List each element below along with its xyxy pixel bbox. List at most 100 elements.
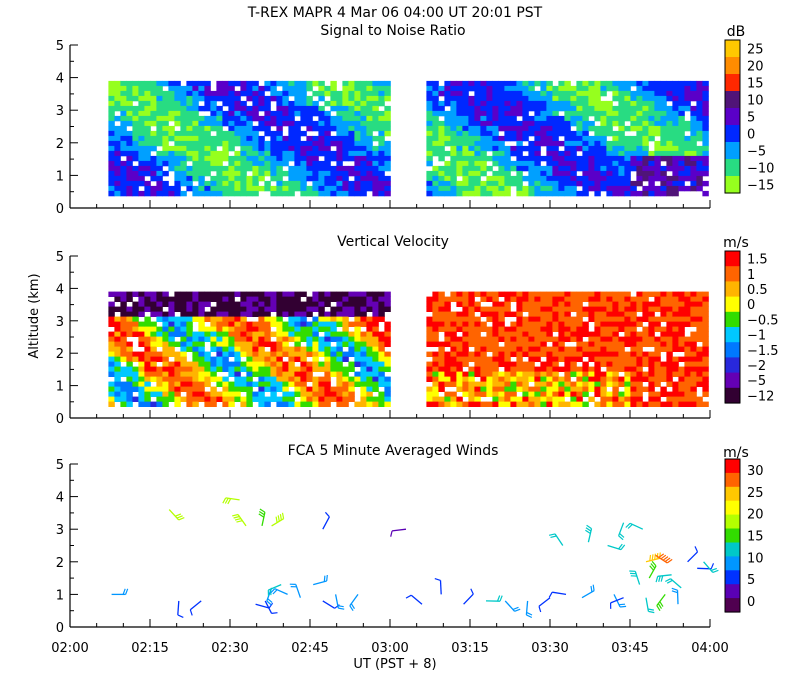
- heatmap-cell: [144, 185, 151, 192]
- heatmap-cell: [462, 356, 469, 362]
- heatmap-cell: [336, 175, 343, 182]
- heatmap-cell: [546, 95, 553, 102]
- heatmap-cell: [228, 190, 235, 197]
- heatmap-cell: [324, 321, 331, 327]
- heatmap-cell: [438, 301, 445, 307]
- heatmap-cell: [360, 381, 367, 387]
- heatmap-cell: [276, 115, 283, 122]
- heatmap-cell: [468, 130, 475, 137]
- colorbar-swatch: [725, 542, 740, 557]
- heatmap-cell: [678, 291, 685, 297]
- heatmap-cell: [462, 301, 469, 307]
- heatmap-cell: [306, 155, 313, 162]
- y-tick-label: 0: [56, 202, 64, 217]
- heatmap-cell: [270, 361, 277, 367]
- heatmap-cell: [288, 145, 295, 152]
- wind-barb: [222, 497, 240, 505]
- heatmap-cell: [282, 366, 289, 372]
- heatmap-cell: [138, 175, 145, 182]
- heatmap-cell: [528, 190, 535, 197]
- colorbar-swatch: [725, 570, 740, 585]
- heatmap-cell: [552, 306, 559, 312]
- heatmap-cell: [108, 321, 115, 327]
- heatmap-cell: [156, 130, 163, 137]
- heatmap-cell: [444, 190, 451, 197]
- heatmap-cell: [564, 125, 571, 132]
- heatmap-cell: [174, 356, 181, 362]
- heatmap-cell: [426, 150, 433, 157]
- heatmap-cell: [636, 100, 643, 107]
- heatmap-cell: [690, 105, 697, 112]
- heatmap-cell: [336, 296, 343, 302]
- heatmap-cell: [468, 296, 475, 302]
- heatmap-cell: [282, 386, 289, 392]
- heatmap-cell: [558, 321, 565, 327]
- heatmap-cell: [456, 185, 463, 192]
- heatmap-cell: [630, 371, 637, 377]
- heatmap-cell: [480, 135, 487, 142]
- heatmap-cell: [570, 356, 577, 362]
- heatmap-cell: [234, 165, 241, 172]
- heatmap-cell: [138, 95, 145, 102]
- heatmap-cell: [516, 165, 523, 172]
- heatmap-cell: [576, 100, 583, 107]
- heatmap-cell: [600, 386, 607, 392]
- heatmap-cell: [354, 361, 361, 367]
- heatmap-cell: [216, 190, 223, 197]
- heatmap-cell: [576, 356, 583, 362]
- heatmap-cell: [678, 135, 685, 142]
- heatmap-cell: [294, 125, 301, 132]
- heatmap-cell: [162, 341, 169, 347]
- heatmap-cell: [168, 376, 175, 382]
- heatmap-cell: [276, 120, 283, 127]
- heatmap-cell: [648, 336, 655, 342]
- heatmap-cell: [204, 185, 211, 192]
- heatmap-cell: [660, 331, 667, 337]
- heatmap-cell: [312, 386, 319, 392]
- heatmap-cell: [696, 361, 703, 367]
- heatmap-cell: [702, 301, 709, 307]
- heatmap-cell: [144, 155, 151, 162]
- heatmap-cell: [552, 386, 559, 392]
- heatmap-cell: [516, 135, 523, 142]
- heatmap-cell: [468, 401, 475, 407]
- heatmap-cell: [576, 341, 583, 347]
- heatmap-cell: [126, 326, 133, 332]
- heatmap-cell: [558, 396, 565, 402]
- heatmap-cell: [438, 110, 445, 117]
- heatmap-cell: [624, 306, 631, 312]
- heatmap-cell: [264, 85, 271, 92]
- heatmap-cell: [192, 306, 199, 312]
- heatmap-cell: [576, 336, 583, 342]
- heatmap-cell: [600, 326, 607, 332]
- wind-barb: [434, 578, 442, 595]
- heatmap-cell: [324, 316, 331, 322]
- heatmap-cell: [276, 100, 283, 107]
- heatmap-cell: [690, 311, 697, 317]
- heatmap-cell: [684, 95, 691, 102]
- heatmap-cell: [636, 175, 643, 182]
- heatmap-cell: [552, 130, 559, 137]
- colorbar-label: 0: [747, 298, 755, 313]
- heatmap-cell: [474, 336, 481, 342]
- heatmap-cell: [372, 341, 379, 347]
- heatmap-cell: [324, 130, 331, 137]
- heatmap-cell: [144, 180, 151, 187]
- heatmap-cell: [354, 301, 361, 307]
- heatmap-cell: [684, 346, 691, 352]
- heatmap-cell: [606, 301, 613, 307]
- wind-barb: [463, 588, 474, 605]
- heatmap-cell: [618, 90, 625, 97]
- heatmap-cell: [684, 150, 691, 157]
- heatmap-cell: [366, 95, 373, 102]
- heatmap-cell: [534, 145, 541, 152]
- heatmap-cell: [678, 80, 685, 87]
- heatmap-cell: [684, 160, 691, 167]
- heatmap-cell: [246, 366, 253, 372]
- heatmap-cell: [558, 120, 565, 127]
- heatmap-cell: [360, 301, 367, 307]
- heatmap-cell: [636, 291, 643, 297]
- heatmap-cell: [654, 291, 661, 297]
- heatmap-cell: [540, 165, 547, 172]
- heatmap-cell: [246, 306, 253, 312]
